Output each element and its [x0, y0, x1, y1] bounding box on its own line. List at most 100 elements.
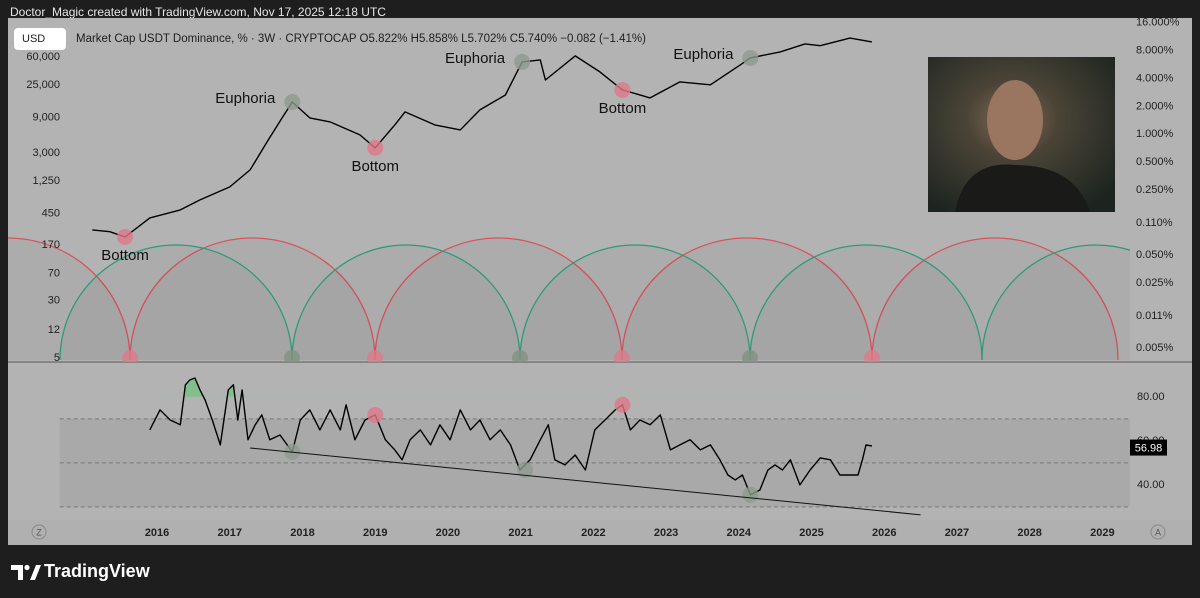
photo-body	[955, 164, 1090, 212]
currency-button[interactable]	[14, 28, 66, 50]
cycle-arc	[8, 237, 131, 361]
annotation-marker	[614, 81, 631, 98]
photo-inset	[928, 57, 1115, 212]
y2-tick-label: 1.000%	[1136, 128, 1174, 140]
x-tick-label: 2016	[145, 527, 169, 539]
annotation-marker	[117, 228, 134, 245]
cycle-dot	[512, 350, 528, 362]
x-tick-label: 2027	[945, 527, 969, 539]
annotation-marker	[367, 139, 384, 156]
cycle-dot	[742, 350, 758, 362]
cycle-arc	[519, 244, 751, 361]
logo-mark	[30, 565, 41, 580]
annotation-label: Bottom	[101, 247, 149, 264]
y2-tick-label: 0.110%	[1136, 217, 1173, 229]
annotation-label: Euphoria	[673, 46, 734, 63]
y-tick-label: 170	[42, 239, 60, 251]
auto-label[interactable]: A	[1155, 527, 1161, 537]
photo-face	[987, 80, 1043, 160]
cycle-arc	[129, 237, 376, 361]
cycle-dot	[864, 350, 880, 362]
cycle-arc	[749, 244, 983, 361]
cycle-arc	[291, 244, 521, 361]
x-tick-label: 2028	[1017, 527, 1041, 539]
x-tick-label: 2025	[799, 527, 823, 539]
y2-tick-label: 16.000%	[1136, 16, 1180, 28]
logo-mark	[24, 564, 30, 571]
currency-label[interactable]: USD	[22, 33, 45, 45]
y2-tick-label: 2.000%	[1136, 100, 1174, 112]
annotation-label: Bottom	[351, 158, 399, 175]
y-tick-label: 30	[48, 294, 60, 306]
series-line	[92, 37, 873, 238]
brand-logo	[11, 564, 41, 580]
cycle-arc	[871, 237, 1119, 361]
x-tick-label: 2022	[581, 527, 605, 539]
cycle-arc	[621, 237, 873, 361]
annotation-label: Bottom	[599, 100, 647, 117]
series-line	[149, 377, 873, 496]
x-tick-label: 2026	[872, 527, 896, 539]
y-tick-label: 450	[42, 208, 60, 220]
y-tick-label: 1,250	[32, 175, 60, 187]
x-tick-label: 2023	[654, 527, 678, 539]
y2-tick-label: 0.005%	[1136, 342, 1174, 354]
x-tick-label: 2029	[1090, 527, 1114, 539]
y-tick-label: 12	[48, 324, 60, 336]
zoom-button[interactable]	[31, 524, 47, 540]
cycle-dot	[284, 350, 300, 362]
x-tick-label: 2020	[436, 527, 460, 539]
legend: Market Cap USDT Dominance, % · 3W · CRYP…	[76, 33, 646, 45]
logo-mark	[11, 565, 23, 580]
marker	[742, 486, 759, 503]
cycle-dot	[614, 350, 630, 362]
trendline	[250, 447, 921, 516]
y-tick-label: 5	[54, 352, 60, 364]
cycle-arcs	[8, 237, 1130, 362]
cycle-arc	[374, 237, 623, 361]
y-tick-label: 80.00	[1137, 391, 1165, 403]
y2-tick-label: 0.050%	[1136, 249, 1174, 261]
y-tick-label: 3,000	[32, 147, 60, 159]
y2-tick-label: 0.250%	[1136, 184, 1174, 196]
cycle-arc	[981, 244, 1130, 361]
annotation-label: Euphoria	[215, 90, 276, 107]
y-tick-label: 40.00	[1137, 479, 1165, 491]
time-axis	[8, 520, 1192, 545]
marker	[614, 396, 631, 413]
annotation-marker	[742, 49, 759, 66]
last-value-tag	[1130, 439, 1167, 456]
cycle-dot	[122, 350, 138, 362]
annotation-marker	[284, 93, 301, 110]
y-tick-label: 25,000	[26, 79, 60, 91]
x-tick-label: 2019	[363, 527, 387, 539]
annotation-marker	[514, 53, 531, 70]
header-text: Doctor_Magic created with TradingView.co…	[10, 5, 386, 19]
brand: TradingView	[44, 561, 151, 581]
y-tick-label: 9,000	[32, 112, 60, 124]
cycle-arc	[59, 244, 293, 361]
plot-area	[92, 37, 873, 245]
y-tick-label: 60,000	[26, 51, 60, 63]
x-tick-label: 2018	[290, 527, 314, 539]
x-tick-label: 2017	[218, 527, 242, 539]
plot-area	[59, 377, 1130, 508]
zoom-label[interactable]: Z	[36, 527, 42, 537]
x-tick-label: 2021	[508, 527, 532, 539]
y-tick-label: 70	[48, 267, 60, 279]
last-value-label: 56.98	[1135, 442, 1163, 454]
annotation-label: Euphoria	[445, 50, 506, 67]
y2-tick-label: 0.011%	[1136, 310, 1173, 322]
cycle-dot	[367, 350, 383, 362]
auto-button[interactable]	[1150, 524, 1166, 540]
marker	[367, 406, 384, 423]
y2-tick-label: 8.000%	[1136, 44, 1174, 56]
y2-tick-label: 0.025%	[1136, 277, 1174, 289]
x-tick-label: 2024	[727, 527, 752, 539]
main-pane: Bottom Euphoria Bottom Euphoria Bottom Euphor…	[26, 16, 1179, 363]
y2-tick-label: 0.500%	[1136, 156, 1174, 168]
marker	[517, 461, 534, 478]
y2-tick-label: 4.000%	[1136, 72, 1174, 84]
